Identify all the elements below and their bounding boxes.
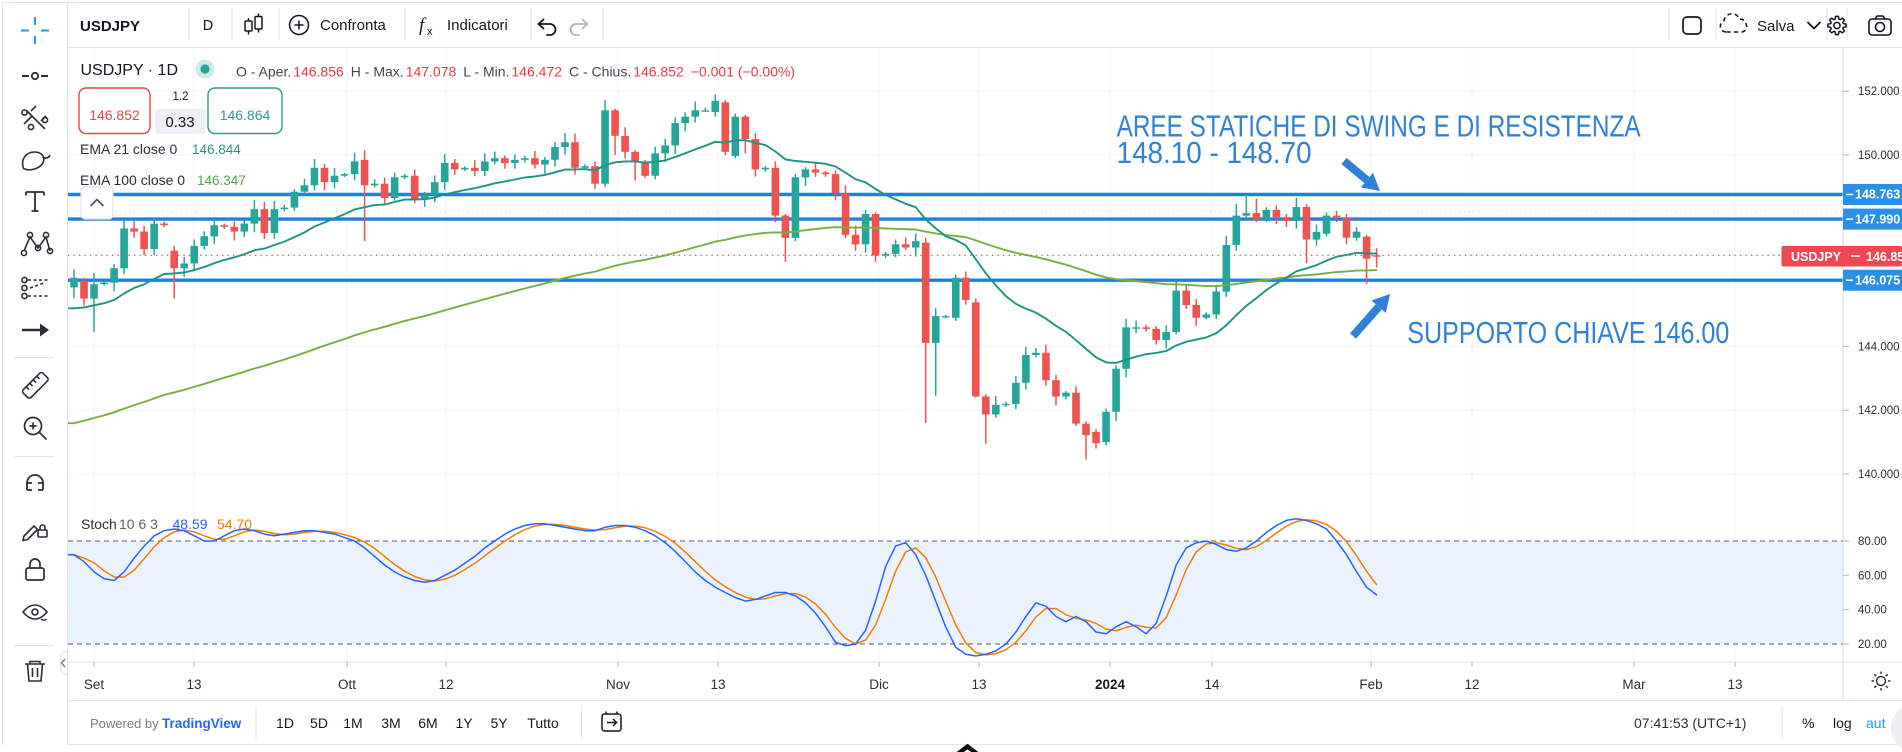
svg-text:Dic: Dic bbox=[869, 677, 889, 692]
svg-text:Stoch: Stoch bbox=[81, 516, 117, 532]
svg-text:C - Chius.: C - Chius. bbox=[569, 64, 631, 80]
svg-text:x: x bbox=[427, 26, 433, 38]
svg-text:3M: 3M bbox=[381, 715, 400, 731]
svg-text:146.844: 146.844 bbox=[192, 142, 241, 157]
svg-text:148.763: 148.763 bbox=[1855, 188, 1900, 202]
svg-text:07:41:53 (UTC+1): 07:41:53 (UTC+1) bbox=[1634, 715, 1746, 731]
svg-text:140.000: 140.000 bbox=[1858, 469, 1900, 481]
svg-text:1Y: 1Y bbox=[455, 715, 473, 731]
svg-text:EMA 100 close 0: EMA 100 close 0 bbox=[80, 172, 185, 188]
svg-text:40.00: 40.00 bbox=[1858, 605, 1887, 617]
svg-text:60.00: 60.00 bbox=[1858, 570, 1887, 582]
svg-text:aut: aut bbox=[1866, 715, 1886, 731]
svg-text:146.864: 146.864 bbox=[220, 107, 271, 123]
svg-text:146.856: 146.856 bbox=[293, 64, 344, 80]
svg-text:H - Max.: H - Max. bbox=[351, 64, 404, 80]
svg-text:Nov: Nov bbox=[606, 677, 630, 692]
svg-text:146.472: 146.472 bbox=[511, 64, 562, 80]
svg-text:13: 13 bbox=[971, 677, 986, 692]
svg-text:USDJPY: USDJPY bbox=[1791, 250, 1842, 264]
svg-text:144.000: 144.000 bbox=[1858, 341, 1900, 353]
svg-text:Indicatori: Indicatori bbox=[447, 17, 508, 34]
svg-text:152.000: 152.000 bbox=[1858, 86, 1900, 98]
svg-text:Set: Set bbox=[84, 677, 105, 692]
svg-text:13: 13 bbox=[1727, 677, 1742, 692]
svg-text:146.075: 146.075 bbox=[1855, 273, 1900, 287]
svg-text:80.00: 80.00 bbox=[1858, 536, 1887, 548]
svg-text:EMA 21 close 0: EMA 21 close 0 bbox=[80, 141, 177, 157]
svg-text:log: log bbox=[1833, 715, 1852, 731]
svg-text:AREE STATICHE DI SWING E DI RE: AREE STATICHE DI SWING E DI RESISTENZA bbox=[1117, 110, 1642, 144]
svg-text:USDJPY · 1D: USDJPY · 1D bbox=[81, 62, 179, 79]
svg-text:146.852: 146.852 bbox=[89, 107, 140, 123]
svg-text:f: f bbox=[419, 15, 427, 36]
svg-text:%: % bbox=[1802, 715, 1814, 731]
svg-text:148.10 - 148.70: 148.10 - 148.70 bbox=[1117, 136, 1312, 170]
svg-text:5D: 5D bbox=[310, 715, 328, 731]
svg-text:48.59: 48.59 bbox=[173, 516, 208, 532]
svg-text:Powered by: Powered by bbox=[90, 716, 159, 731]
svg-text:5Y: 5Y bbox=[490, 715, 508, 731]
svg-text:14: 14 bbox=[1204, 677, 1220, 692]
svg-text:Feb: Feb bbox=[1359, 677, 1382, 692]
svg-text:0.33: 0.33 bbox=[165, 114, 194, 131]
svg-text:13: 13 bbox=[186, 677, 201, 692]
svg-text:Tutto: Tutto bbox=[527, 715, 559, 731]
svg-text:146.347: 146.347 bbox=[197, 173, 246, 188]
svg-text:SUPPORTO CHIAVE 146.00: SUPPORTO CHIAVE 146.00 bbox=[1407, 316, 1729, 350]
svg-text:Confronta: Confronta bbox=[320, 17, 387, 34]
svg-text:1M: 1M bbox=[343, 715, 362, 731]
svg-text:142.000: 142.000 bbox=[1858, 405, 1900, 417]
svg-text:1D: 1D bbox=[276, 715, 294, 731]
svg-text:10 6 3: 10 6 3 bbox=[119, 516, 158, 532]
svg-text:2024: 2024 bbox=[1095, 677, 1126, 692]
svg-text:L - Min.: L - Min. bbox=[463, 64, 509, 80]
svg-text:12: 12 bbox=[1464, 677, 1479, 692]
svg-text:−0.001 (−0.00%): −0.001 (−0.00%) bbox=[691, 64, 795, 80]
svg-text:147.990: 147.990 bbox=[1855, 212, 1900, 226]
svg-text:Salva: Salva bbox=[1757, 18, 1795, 35]
svg-text:54.70: 54.70 bbox=[217, 516, 252, 532]
svg-text:146.852: 146.852 bbox=[1866, 250, 1902, 264]
svg-text:6M: 6M bbox=[418, 715, 437, 731]
svg-text:146.852: 146.852 bbox=[633, 64, 684, 80]
svg-text:O - Aper.: O - Aper. bbox=[236, 64, 291, 80]
svg-text:1.2: 1.2 bbox=[173, 91, 189, 103]
svg-text:TradingView: TradingView bbox=[162, 716, 242, 731]
svg-text:Ott: Ott bbox=[338, 677, 356, 692]
svg-text:12: 12 bbox=[438, 677, 453, 692]
svg-text:147.078: 147.078 bbox=[406, 64, 457, 80]
svg-text:USDJPY: USDJPY bbox=[80, 18, 140, 35]
svg-text:150.000: 150.000 bbox=[1858, 150, 1900, 162]
svg-text:13: 13 bbox=[710, 677, 725, 692]
svg-text:D: D bbox=[203, 18, 213, 34]
svg-text:20.00: 20.00 bbox=[1858, 639, 1887, 651]
svg-text:Mar: Mar bbox=[1622, 677, 1646, 692]
